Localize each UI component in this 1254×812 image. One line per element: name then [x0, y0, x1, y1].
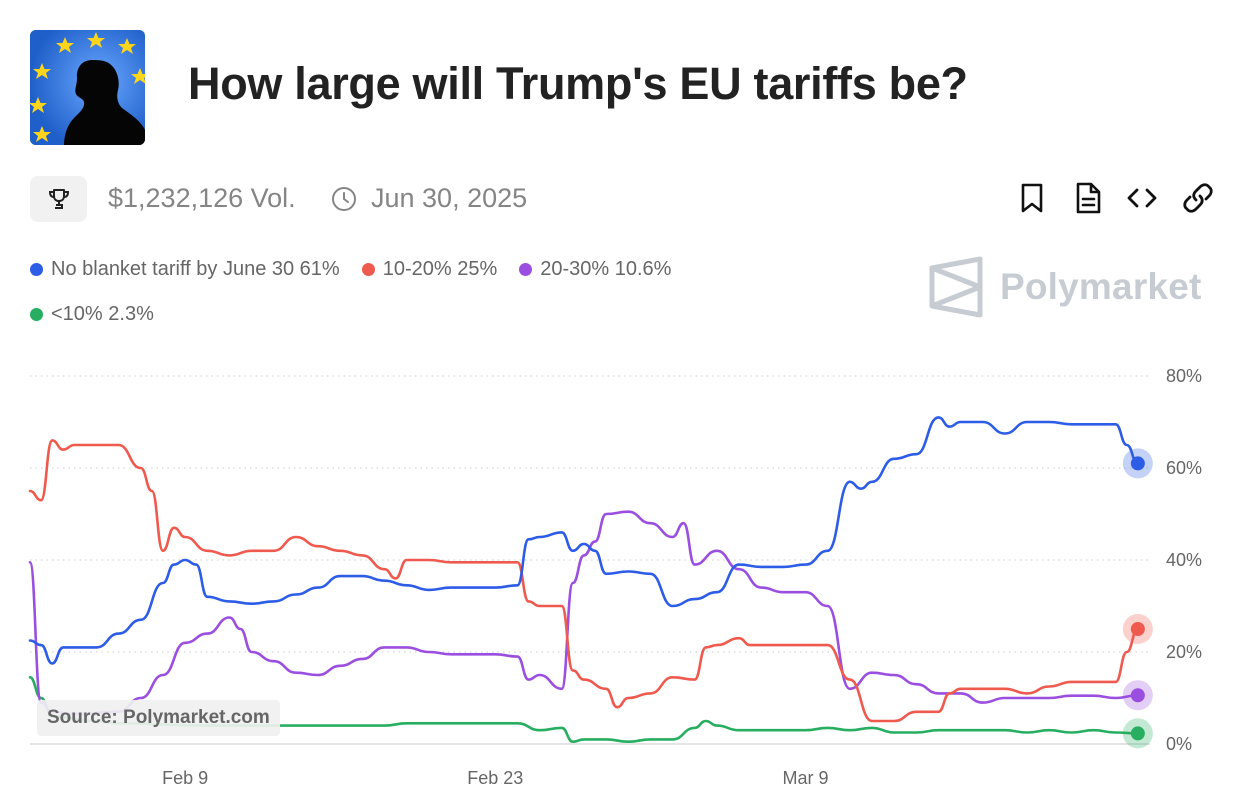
legend-label: No blanket tariff by June 30 61% — [51, 258, 340, 280]
legend-dot — [30, 308, 43, 321]
series-endpoint-dot — [1130, 688, 1145, 703]
clock-icon — [332, 187, 356, 211]
x-tick-label: Feb 23 — [467, 768, 523, 788]
watermark-text: Polymarket — [1000, 266, 1202, 307]
volume-text: $1,232,126 Vol. — [108, 183, 296, 213]
document-button[interactable] — [1071, 181, 1105, 215]
y-tick-label: 80% — [1166, 366, 1202, 386]
legend-label: 10-20% 25% — [382, 258, 498, 280]
polymarket-logo-icon — [929, 256, 983, 318]
legend-label: 20-30% 10.6% — [540, 258, 672, 280]
y-tick-label: 0% — [1166, 734, 1192, 754]
market-thumbnail — [30, 30, 145, 145]
series-line-2 — [28, 510, 1140, 716]
document-icon — [1076, 182, 1101, 214]
legend-dot — [30, 263, 43, 276]
x-tick-label: Feb 9 — [162, 768, 208, 788]
embed-button[interactable] — [1125, 181, 1159, 215]
x-tick-label: Mar 9 — [782, 768, 828, 788]
bookmark-button[interactable] — [1015, 181, 1049, 215]
legend-item-no-blanket[interactable]: No blanket tariff by June 30 61% — [30, 258, 340, 281]
bookmark-icon — [1021, 183, 1043, 213]
legend-item-under-10[interactable]: <10% 2.3% — [30, 303, 154, 326]
series-endpoint-dot — [1130, 622, 1145, 636]
legend-item-20-30[interactable]: 20-30% 10.6% — [519, 258, 671, 281]
series-endpoint-dot — [1130, 726, 1145, 741]
legend-item-10-20[interactable]: 10-20% 25% — [361, 258, 498, 281]
legend-dot — [519, 263, 533, 276]
trophy-button[interactable] — [30, 176, 87, 222]
trophy-icon — [48, 189, 69, 209]
y-tick-label: 20% — [1166, 642, 1202, 662]
legend-dot — [361, 263, 375, 276]
end-date-text: Jun 30, 2025 — [371, 183, 528, 213]
series-line-0 — [28, 416, 1140, 665]
legend-label: <10% 2.3% — [51, 303, 154, 325]
code-icon — [1127, 188, 1157, 208]
y-tick-label: 60% — [1166, 458, 1202, 478]
link-icon — [1183, 183, 1213, 213]
series-endpoint-dot — [1130, 456, 1145, 471]
series-line-3 — [28, 676, 1140, 743]
series-line-1 — [28, 439, 1140, 723]
link-button[interactable] — [1181, 181, 1215, 215]
page-title: How large will Trump's EU tariffs be? — [188, 58, 968, 109]
polymarket-watermark: Polymarket — [928, 256, 1202, 318]
eu-flag-silhouette-image — [30, 30, 145, 145]
source-label: Source: Polymarket.com — [37, 700, 280, 736]
y-tick-label: 40% — [1166, 550, 1202, 570]
